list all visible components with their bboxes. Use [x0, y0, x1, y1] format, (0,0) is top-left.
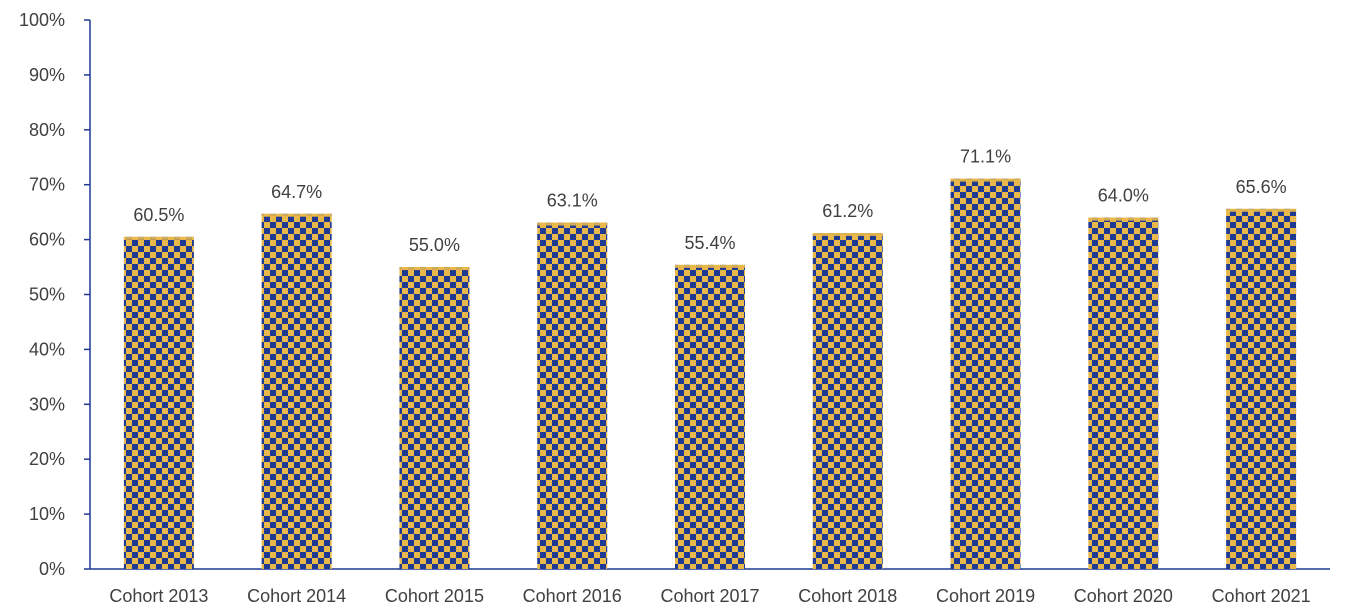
y-tick-label: 90% — [29, 65, 65, 85]
y-tick-label: 10% — [29, 504, 65, 524]
y-axis: 0% 10% 20% 30% 40% 50% 60% 70% 80% 90% 100% — [19, 10, 91, 579]
bar — [399, 267, 470, 569]
bar — [123, 236, 194, 570]
bar-top-edge — [399, 267, 470, 271]
bar — [812, 233, 883, 569]
x-tick-label: Cohort 2014 — [247, 586, 346, 606]
bar-top-edge — [950, 178, 1021, 182]
x-tick-label: Cohort 2017 — [660, 586, 759, 606]
y-tick-label: 100% — [19, 10, 65, 30]
bar-top-edge — [537, 222, 608, 226]
bar-top-edge — [123, 236, 194, 240]
bar — [261, 213, 332, 569]
bar-top-edge — [1088, 217, 1159, 221]
x-tick-label: Cohort 2021 — [1212, 586, 1311, 606]
data-label: 55.0% — [409, 235, 460, 255]
data-label: 65.6% — [1236, 177, 1287, 197]
y-tick-label: 70% — [29, 175, 65, 195]
data-label: 64.7% — [271, 182, 322, 202]
y-tick-label: 50% — [29, 285, 65, 305]
data-label: 63.1% — [547, 191, 598, 211]
bar-top-edge — [675, 264, 745, 268]
x-tick-label: Cohort 2020 — [1074, 586, 1173, 606]
data-label: 71.1% — [960, 147, 1011, 167]
data-label: 60.5% — [133, 205, 184, 225]
bar — [675, 264, 745, 569]
y-tick-label: 80% — [29, 120, 65, 140]
x-tick-label: Cohort 2019 — [936, 586, 1035, 606]
data-label: 64.0% — [1098, 186, 1149, 206]
y-tick-label: 60% — [29, 230, 65, 250]
bars — [123, 178, 1297, 570]
x-tick-label: Cohort 2013 — [109, 586, 208, 606]
x-tick-label: Cohort 2016 — [523, 586, 622, 606]
data-label: 55.4% — [684, 233, 735, 253]
y-tick-label: 20% — [29, 449, 65, 469]
data-labels: 60.5% 64.7% 55.0% 63.1% 55.4% 61.2% 71.1% 64.0%… — [133, 147, 1286, 255]
bar — [537, 222, 608, 569]
x-axis: Cohort 2013 Cohort 2014 Cohort 2015 Cohort … — [90, 568, 1330, 606]
x-tick-label: Cohort 2015 — [385, 586, 484, 606]
y-tick-label: 0% — [39, 559, 65, 579]
bar-top-edge — [812, 233, 883, 237]
bar-top-edge — [261, 213, 332, 217]
x-tick-label: Cohort 2018 — [798, 586, 897, 606]
y-tick-label: 30% — [29, 394, 65, 414]
bar-top-edge — [1226, 208, 1297, 212]
bar — [1226, 208, 1297, 569]
bar — [950, 178, 1021, 569]
bar — [1088, 217, 1159, 569]
data-label: 61.2% — [822, 201, 873, 221]
y-tick-label: 40% — [29, 339, 65, 359]
